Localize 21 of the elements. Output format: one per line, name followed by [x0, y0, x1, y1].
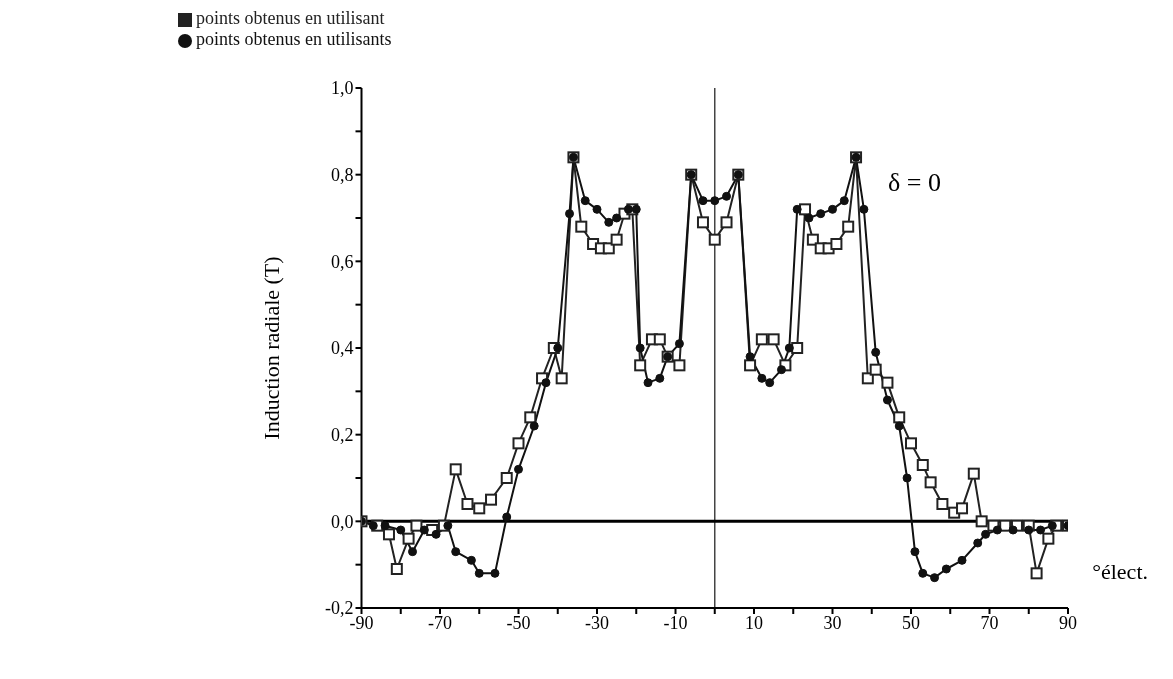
x-tick-label: 70 — [980, 612, 999, 633]
y-tick-label: 0,6 — [331, 251, 354, 272]
x-tick-label: -50 — [506, 612, 531, 633]
legend-label: points obtenus en utilisants — [196, 29, 392, 49]
y-tick-label: 0,0 — [331, 511, 354, 532]
x-tick-label: 30 — [823, 612, 842, 633]
x-tick-label: 50 — [902, 612, 920, 633]
x-axis-title: °élect. — [1092, 558, 1148, 584]
annotation: δ = 0 — [888, 168, 941, 198]
x-tick-label: -30 — [585, 612, 609, 633]
y-tick-label: -0,2 — [325, 598, 354, 619]
legend-label: points obtenus en utilisant — [196, 8, 385, 28]
x-tick-label: 10 — [745, 612, 763, 633]
x-tick-label: -10 — [663, 612, 688, 633]
y-tick-label: 1,0 — [331, 78, 354, 99]
y-tick-label: 0,2 — [331, 425, 354, 446]
x-tick-label: -70 — [428, 612, 452, 633]
y-tick-label: 0,4 — [331, 338, 354, 359]
y-axis-title: Induction radiale (T) — [259, 256, 285, 440]
y-tick-label: 0,8 — [331, 165, 354, 186]
x-tick-label: 90 — [1059, 612, 1077, 633]
